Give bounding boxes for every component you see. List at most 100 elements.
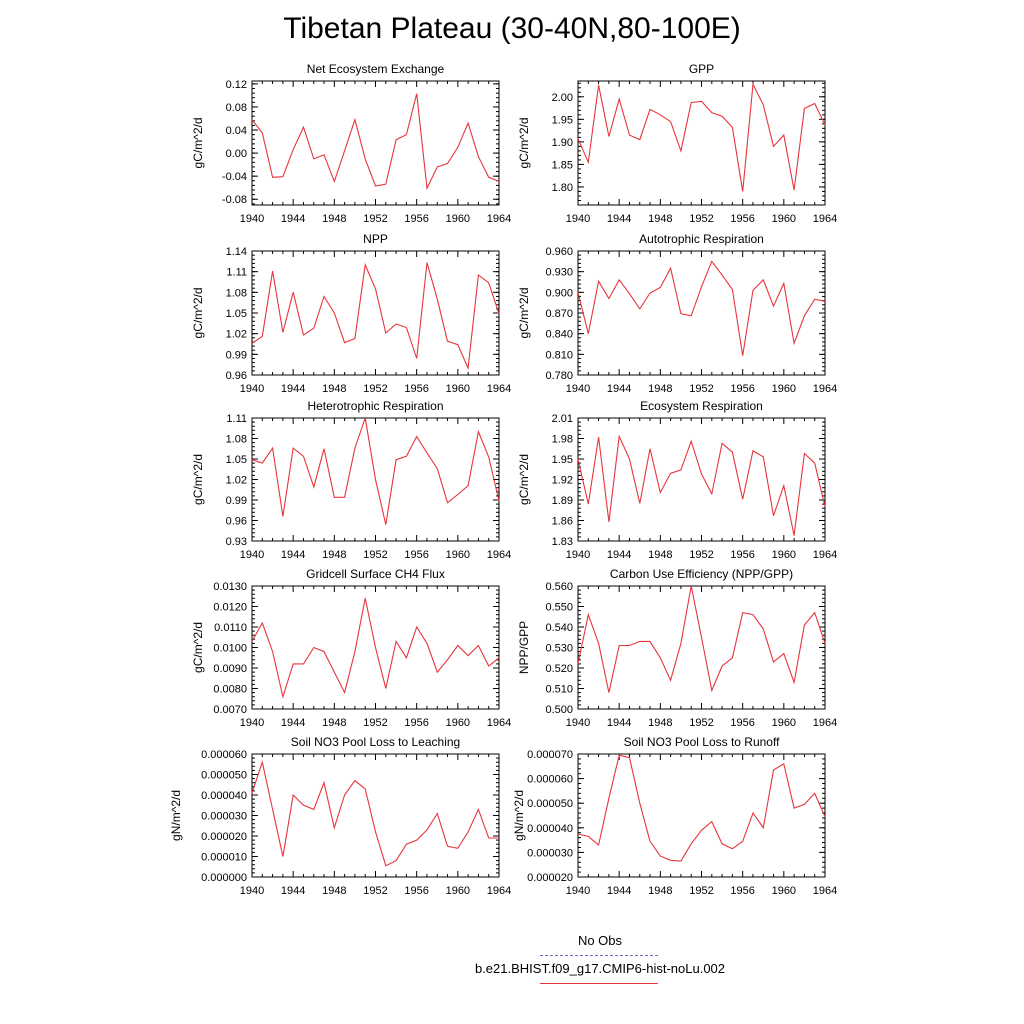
y-tick-label: 0.000050 [201,770,247,782]
series-line [251,417,500,525]
x-tick-label: 1948 [648,885,672,897]
y-tick-label: -0.04 [222,171,247,183]
y-axis-label: gN/m^2/d [169,790,183,841]
x-tick-label: 1956 [404,383,428,395]
x-tick-label: 1940 [240,549,264,561]
x-tick-label: 1952 [689,383,713,395]
y-tick-label: 1.83 [552,536,573,548]
plot-frame [577,417,826,542]
chart-title: Soil NO3 Pool Loss to Runoff [624,735,781,749]
x-tick-label: 1952 [689,213,713,225]
y-tick-label: 0.550 [545,602,573,614]
chart-title: Heterotrophic Respiration [307,399,443,413]
y-tick-label: 0.99 [226,349,247,361]
y-tick-label: 0.900 [545,287,573,299]
chart-title: Autotrophic Respiration [639,232,764,246]
y-tick-label: 1.86 [552,516,573,528]
x-tick-label: 1952 [363,213,387,225]
x-tick-label: 1948 [648,717,672,729]
x-tick-label: 1964 [813,885,837,897]
x-tick-label: 1944 [607,383,631,395]
x-tick-label: 1956 [404,717,428,729]
series-line [251,93,500,191]
x-tick-label: 1944 [281,717,305,729]
series-line [251,598,500,699]
x-tick-label: 1960 [772,383,796,395]
y-tick-label: 2.01 [552,413,573,425]
y-tick-label: 0.000040 [527,823,573,835]
x-tick-label: 1940 [240,885,264,897]
y-axis-label: gC/m^2/d [191,622,205,673]
x-tick-label: 1956 [404,213,428,225]
chart-panel-6: 1940 1944 1948 1952 1956 1960 1964 1.83 1.86 1.89… [517,399,837,561]
legend-obs-line [540,955,658,956]
y-tick-label: 0.000070 [527,749,573,761]
x-tick-label: 1964 [813,383,837,395]
x-tick-label: 1948 [648,213,672,225]
y-tick-label: 0.000020 [201,831,247,843]
x-tick-label: 1952 [689,717,713,729]
x-tick-label: 1964 [813,549,837,561]
y-tick-label: 0.12 [226,79,247,91]
legend-case-label: b.e21.BHIST.f09_g17.CMIP6-hist-noLu.002 [474,961,726,976]
y-tick-label: 1.90 [552,137,573,149]
y-tick-label: 1.92 [552,475,573,487]
y-tick-label: 0.04 [226,125,247,137]
x-tick-label: 1940 [240,213,264,225]
y-tick-label: 1.08 [226,287,247,299]
y-tick-label: 0.00 [226,148,247,160]
x-tick-label: 1960 [446,549,470,561]
y-tick-label: 0.840 [545,329,573,341]
chart-panel-3: 1940 1944 1948 1952 1956 1960 1964 0.96 0.99 1.02… [191,232,511,395]
x-tick-label: 1956 [730,885,754,897]
y-tick-label: 0.510 [545,684,573,696]
legend-obs-label: No Obs [577,933,623,948]
y-axis-label: gC/m^2/d [191,288,205,339]
y-tick-label: 0.96 [226,370,247,382]
y-axis-label: NPP/GPP [517,621,531,674]
x-tick-label: 1960 [446,383,470,395]
plot-frame [251,250,500,376]
x-tick-label: 1960 [772,885,796,897]
y-tick-label: 0.520 [545,663,573,675]
y-tick-label: 0.93 [226,536,247,548]
x-tick-label: 1956 [404,549,428,561]
x-tick-label: 1948 [648,549,672,561]
chart-title: Carbon Use Efficiency (NPP/GPP) [610,567,793,581]
y-tick-label: 0.000040 [201,790,247,802]
chart-title: NPP [363,232,388,246]
x-tick-label: 1944 [281,383,305,395]
x-tick-label: 1960 [446,717,470,729]
x-tick-label: 1964 [487,717,511,729]
y-tick-label: 0.000020 [527,872,573,884]
y-tick-label: 1.05 [226,454,247,466]
y-tick-label: 0.08 [226,102,247,114]
legend-case-line [540,983,658,984]
chart-panel-8: 1940 1944 1948 1952 1956 1960 1964 0.500 0.510 0.… [517,567,837,729]
series-line [577,754,826,862]
x-tick-label: 1940 [566,549,590,561]
y-tick-label: 0.000060 [527,774,573,786]
y-tick-label: 0.560 [545,581,573,593]
x-tick-label: 1952 [689,549,713,561]
series-line [251,262,500,371]
x-tick-label: 1948 [322,549,346,561]
x-tick-label: 1952 [363,717,387,729]
y-tick-label: 0.99 [226,495,247,507]
plot-frame [577,250,826,376]
y-tick-label: 1.95 [552,114,573,126]
y-tick-label: 0.540 [545,622,573,634]
x-tick-label: 1948 [322,717,346,729]
y-tick-label: 0.930 [545,267,573,279]
x-tick-label: 1940 [566,717,590,729]
x-tick-label: 1956 [730,213,754,225]
y-tick-label: 0.0120 [213,602,247,614]
y-axis-label: gC/m^2/d [517,454,531,505]
x-tick-label: 1944 [281,213,305,225]
chart-panel-5: 1940 1944 1948 1952 1956 1960 1964 0.93 0.96 0.99… [191,399,511,561]
x-tick-label: 1960 [446,885,470,897]
y-tick-label: 0.0090 [213,663,247,675]
y-tick-label: 0.000050 [527,798,573,810]
x-tick-label: 1960 [772,717,796,729]
x-tick-label: 1964 [813,213,837,225]
